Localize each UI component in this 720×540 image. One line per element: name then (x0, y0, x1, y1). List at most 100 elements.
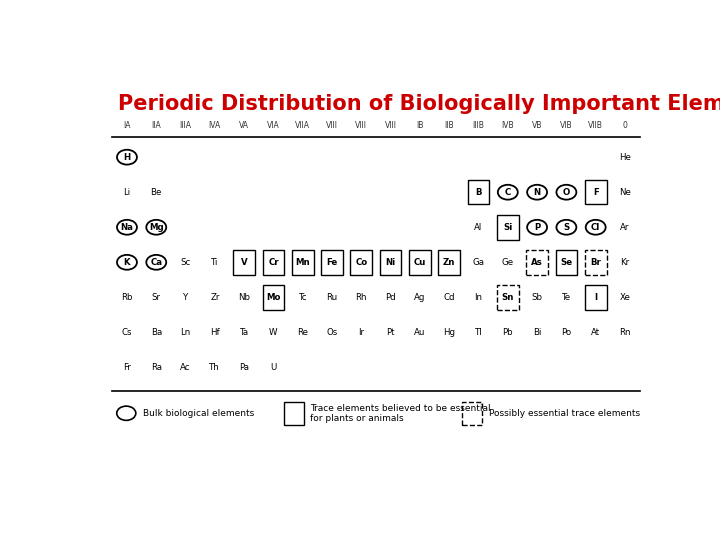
Text: Mg: Mg (149, 223, 163, 232)
Text: VIB: VIB (560, 122, 572, 131)
Text: Ar: Ar (621, 223, 630, 232)
Text: Bi: Bi (533, 328, 541, 337)
Text: Co: Co (355, 258, 367, 267)
Text: Zr: Zr (210, 293, 220, 302)
Text: Ru: Ru (326, 293, 338, 302)
Text: Re: Re (297, 328, 308, 337)
Text: V: V (240, 258, 248, 267)
Text: VIII: VIII (356, 122, 367, 131)
Text: IIA: IIA (151, 122, 161, 131)
Text: Tc: Tc (299, 293, 307, 302)
Text: Mo: Mo (266, 293, 281, 302)
Text: 0: 0 (623, 122, 627, 131)
Text: Pt: Pt (387, 328, 395, 337)
Text: Br: Br (590, 258, 601, 267)
Text: Ni: Ni (386, 258, 396, 267)
Text: Ga: Ga (472, 258, 485, 267)
Text: Possibly essential trace elements: Possibly essential trace elements (489, 409, 640, 418)
Text: Po: Po (562, 328, 572, 337)
Text: Hf: Hf (210, 328, 220, 337)
Text: Pa: Pa (239, 363, 249, 372)
Text: Cr: Cr (268, 258, 279, 267)
Text: N: N (534, 188, 541, 197)
Text: Sb: Sb (531, 293, 543, 302)
Text: Fe: Fe (326, 258, 338, 267)
Text: Kr: Kr (621, 258, 629, 267)
Text: VA: VA (239, 122, 249, 131)
Text: U: U (270, 363, 276, 372)
Text: Periodic Distribution of Biologically Important Elements: Periodic Distribution of Biologically Im… (118, 94, 720, 114)
Text: S: S (563, 223, 570, 232)
Text: Ta: Ta (240, 328, 248, 337)
Text: Sr: Sr (152, 293, 161, 302)
Text: Xe: Xe (619, 293, 631, 302)
Text: IA: IA (123, 122, 131, 131)
Text: C: C (505, 188, 511, 197)
Text: Rn: Rn (619, 328, 631, 337)
Text: VIA: VIA (267, 122, 280, 131)
Text: H: H (123, 153, 130, 161)
Text: Nb: Nb (238, 293, 250, 302)
Text: F: F (593, 188, 598, 197)
Text: Ge: Ge (502, 258, 514, 267)
Text: Y: Y (183, 293, 188, 302)
Text: I: I (594, 293, 598, 302)
Text: Cl: Cl (591, 223, 600, 232)
Text: Hg: Hg (444, 328, 455, 337)
Text: Fr: Fr (123, 363, 131, 372)
Text: Os: Os (326, 328, 338, 337)
Text: Sc: Sc (181, 258, 191, 267)
Text: P: P (534, 223, 540, 232)
Text: Ti: Ti (211, 258, 219, 267)
Text: Ac: Ac (180, 363, 191, 372)
Text: Be: Be (150, 188, 162, 197)
Text: Ir: Ir (359, 328, 364, 337)
Text: W: W (269, 328, 278, 337)
Text: Ne: Ne (619, 188, 631, 197)
Text: IIIA: IIIA (179, 122, 192, 131)
Text: Se: Se (560, 258, 572, 267)
Text: VIII: VIII (384, 122, 397, 131)
Text: Sn: Sn (502, 293, 514, 302)
Text: IB: IB (416, 122, 423, 131)
Text: Na: Na (120, 223, 133, 232)
Text: Pb: Pb (503, 328, 513, 337)
Text: At: At (591, 328, 600, 337)
Text: Ag: Ag (414, 293, 426, 302)
Text: Trace elements believed to be essential
for plants or animals: Trace elements believed to be essential … (310, 403, 491, 423)
Text: IVA: IVA (209, 122, 221, 131)
Text: Ra: Ra (150, 363, 162, 372)
Text: Ln: Ln (181, 328, 191, 337)
Text: IIB: IIB (444, 122, 454, 131)
Text: Li: Li (123, 188, 130, 197)
Text: VIIA: VIIA (295, 122, 310, 131)
Text: Te: Te (562, 293, 571, 302)
Text: Tl: Tl (474, 328, 482, 337)
Text: Si: Si (503, 223, 513, 232)
Text: Rb: Rb (121, 293, 132, 302)
Text: VIIB: VIIB (588, 122, 603, 131)
Text: Au: Au (414, 328, 426, 337)
Text: K: K (124, 258, 130, 267)
Text: In: In (474, 293, 482, 302)
Text: Al: Al (474, 223, 482, 232)
Text: As: As (531, 258, 543, 267)
Text: IVB: IVB (502, 122, 514, 131)
Text: Rh: Rh (356, 293, 367, 302)
Text: Ca: Ca (150, 258, 162, 267)
Text: Cu: Cu (414, 258, 426, 267)
Text: VB: VB (532, 122, 542, 131)
Text: Zn: Zn (443, 258, 456, 267)
Text: He: He (619, 153, 631, 161)
Text: Pd: Pd (385, 293, 396, 302)
Text: B: B (475, 188, 482, 197)
Text: VIII: VIII (326, 122, 338, 131)
Text: Bulk biological elements: Bulk biological elements (143, 409, 254, 418)
Text: Th: Th (210, 363, 220, 372)
Text: O: O (563, 188, 570, 197)
Text: Ba: Ba (150, 328, 162, 337)
Text: Mn: Mn (295, 258, 310, 267)
Text: Cd: Cd (444, 293, 455, 302)
Text: Cs: Cs (122, 328, 132, 337)
Text: IIIB: IIIB (472, 122, 485, 131)
